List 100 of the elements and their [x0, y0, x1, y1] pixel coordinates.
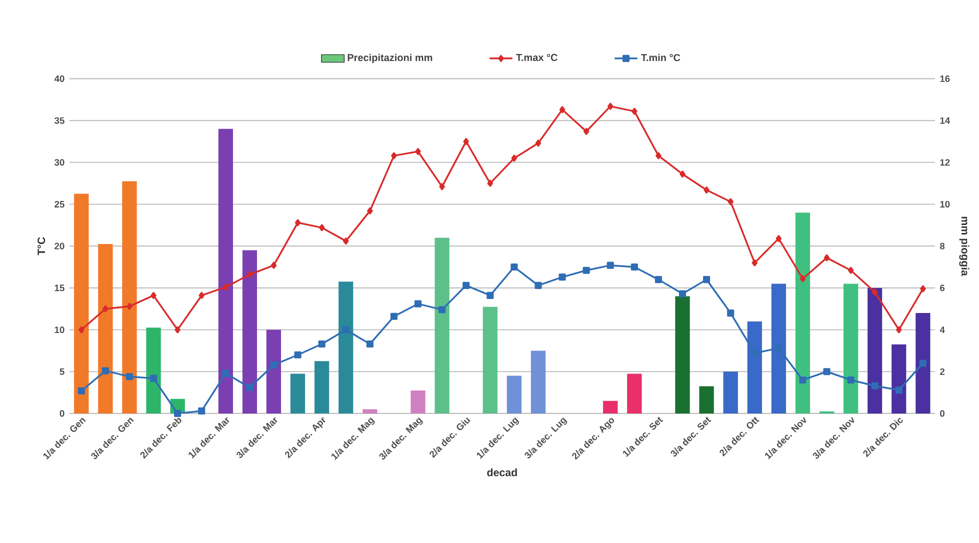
y2-tick-label: 6: [940, 284, 945, 292]
legend-label: T.max °C: [516, 54, 558, 62]
x-tick-label: 2/a dec. Giu: [430, 418, 470, 458]
bar: [290, 374, 306, 414]
y-tick-label: 20: [54, 242, 64, 250]
x-tick-label: 3/a dec. Gen: [91, 418, 134, 460]
point: [848, 266, 854, 274]
point: [583, 128, 590, 136]
bar: [266, 330, 282, 414]
point: [799, 376, 806, 384]
point: [776, 235, 782, 242]
x-tick-label: 1/a dec. Nov: [765, 417, 806, 460]
y-tick-label: 35: [54, 117, 64, 124]
x-tick-label: 2/a dec. Ago: [572, 418, 614, 460]
point: [704, 186, 710, 194]
point: [102, 367, 109, 374]
point: [270, 361, 278, 369]
point: [920, 285, 926, 292]
x-tick-label: 1/a dec. Gen: [43, 418, 86, 460]
x-tick-label: 3/a dec. Mag: [379, 418, 423, 460]
point: [656, 152, 662, 160]
point: [318, 340, 326, 348]
y2-axis-title: mm pioggia: [959, 216, 970, 276]
point: [222, 284, 229, 291]
y-axis-title: T°C: [38, 237, 46, 256]
y2-tick-label: 4: [940, 326, 945, 334]
y-tick-label: 0: [60, 410, 64, 417]
x-tick-label: 2/a dec. Feb: [140, 418, 182, 459]
point: [678, 290, 686, 298]
x-tick-label: 2/a dec. Dic: [863, 418, 903, 458]
point: [752, 259, 758, 266]
point: [510, 264, 518, 271]
bar: [218, 128, 233, 414]
point: [654, 276, 662, 284]
bar: [74, 194, 89, 414]
point: [558, 274, 566, 281]
bar: [795, 212, 810, 414]
legend-label: T.min °C: [641, 54, 680, 62]
bar: [98, 244, 113, 414]
point: [342, 326, 350, 334]
point: [919, 360, 926, 367]
y-tick-label: 25: [54, 201, 64, 208]
point: [174, 410, 182, 418]
bar: [723, 372, 738, 414]
point: [462, 282, 470, 290]
y-tick-label: 10: [54, 326, 64, 334]
point: [872, 288, 878, 296]
point: [318, 224, 325, 232]
point: [414, 300, 422, 308]
x-tick-label: 3/a dec. Nov: [812, 417, 854, 459]
y-tick-label: 15: [54, 284, 64, 292]
bar: [603, 400, 618, 414]
bar: [627, 374, 642, 414]
x-tick-label: 1/a dec. Set: [622, 417, 664, 458]
x-tick-label: 1/a dec. Mar: [188, 417, 230, 459]
point: [463, 138, 469, 146]
bar: [699, 386, 714, 414]
bar: [146, 328, 161, 414]
legend-label: Precipitazioni mm: [348, 54, 432, 64]
point: [847, 376, 854, 384]
y2-tick-label: 8: [940, 242, 945, 250]
bar: [338, 282, 354, 414]
y2-tick-label: 2: [940, 368, 945, 375]
point: [390, 312, 398, 320]
bar: [362, 409, 378, 414]
point: [270, 262, 277, 269]
point: [294, 219, 301, 226]
bar: [242, 250, 258, 414]
point: [703, 276, 710, 284]
x-tick-label: 3/a dec. Lug: [524, 418, 568, 458]
point: [126, 373, 134, 380]
point: [294, 351, 302, 358]
point: [728, 198, 734, 206]
point: [606, 262, 614, 269]
x-tick-label: 3/a dec. Set: [670, 417, 712, 457]
point: [366, 340, 374, 348]
point: [896, 326, 902, 334]
bar: [819, 411, 834, 414]
bar: [122, 181, 137, 414]
point: [487, 180, 494, 187]
point: [871, 382, 878, 390]
point: [608, 102, 614, 110]
point: [246, 384, 254, 392]
point: [367, 207, 373, 215]
point: [630, 264, 638, 271]
x-tick-label: 2/a dec. Apr: [285, 417, 326, 458]
bar: [530, 350, 546, 414]
point: [727, 310, 734, 317]
x-tick-label: 2/a dec. Ott: [720, 417, 760, 457]
point: [150, 374, 158, 382]
point: [439, 183, 445, 190]
y2-tick-label: 14: [940, 117, 950, 124]
point: [78, 387, 85, 394]
point: [486, 292, 494, 300]
point: [78, 326, 84, 334]
bar: [747, 321, 762, 414]
point: [559, 106, 566, 114]
point: [391, 152, 397, 160]
point: [150, 292, 156, 300]
bar: [843, 284, 858, 414]
